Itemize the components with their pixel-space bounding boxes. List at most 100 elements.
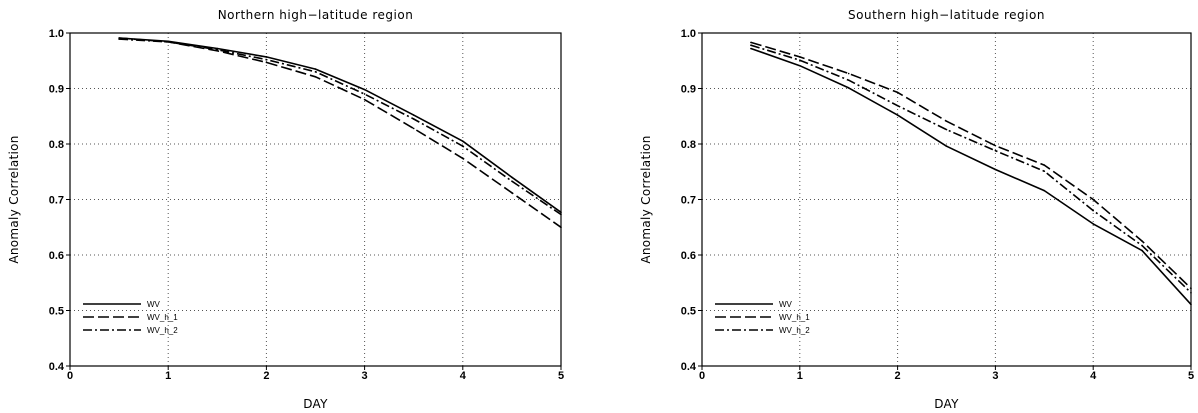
data-point <box>896 104 899 107</box>
data-point <box>560 226 562 229</box>
legend-label: WV_h_2 <box>147 326 178 335</box>
data-point <box>412 118 415 120</box>
data-point <box>412 114 415 116</box>
data-point <box>314 71 317 73</box>
y-axis-label: Anomaly Correlation <box>7 135 21 263</box>
data-point <box>750 47 752 50</box>
data-point <box>314 68 317 70</box>
y-tick-label: 1.0 <box>49 28 64 40</box>
chart-title: Northern high−latitude region <box>218 8 414 22</box>
data-point <box>412 127 415 130</box>
y-tick-label: 0.5 <box>49 306 64 318</box>
data-point <box>560 213 562 216</box>
data-point <box>560 211 562 214</box>
data-point <box>799 59 801 61</box>
data-point <box>1141 249 1143 252</box>
y-axis-label: Anomaly Correlation <box>639 135 653 263</box>
data-point <box>799 56 801 58</box>
data-point <box>847 87 850 89</box>
data-point <box>511 192 513 194</box>
data-point <box>314 76 317 78</box>
x-tick-label: 0 <box>699 370 705 382</box>
y-tick-label: 0.6 <box>681 250 696 262</box>
data-point <box>118 38 120 40</box>
data-point <box>1190 291 1192 294</box>
y-tick-label: 0.8 <box>681 139 696 151</box>
x-tick-label: 4 <box>460 370 467 382</box>
data-point <box>847 79 850 81</box>
data-point <box>896 91 899 94</box>
data-point <box>945 145 948 148</box>
data-point <box>265 61 268 64</box>
legend-label: WV_h_1 <box>779 313 810 322</box>
data-point <box>1092 223 1094 225</box>
x-tick-label: 5 <box>558 370 564 382</box>
x-tick-label: 2 <box>263 370 269 382</box>
data-point <box>750 44 752 47</box>
data-point <box>1043 164 1046 166</box>
data-point <box>750 41 752 44</box>
y-tick-label: 0.6 <box>49 250 64 262</box>
data-point <box>462 145 464 148</box>
data-point <box>1141 244 1143 247</box>
data-point <box>265 56 268 58</box>
data-point <box>1092 209 1094 212</box>
x-tick-label: 1 <box>165 370 171 382</box>
series-line-wv-h-2 <box>750 44 1192 294</box>
legend-label: WV_h_1 <box>147 313 178 322</box>
y-tick-label: 0.4 <box>49 361 65 373</box>
y-tick-label: 0.5 <box>681 306 696 318</box>
data-point <box>994 149 997 152</box>
data-point <box>363 93 366 95</box>
northern-panel: 0 1 2 3 4 5 0.4 0.5 0.6 0.7 0.8 0.9 1.0 Northern high… <box>7 8 564 411</box>
y-tick-label: 0.9 <box>681 84 696 96</box>
data-point <box>511 180 513 182</box>
data-point <box>945 128 948 131</box>
data-point <box>265 58 268 61</box>
y-tick-label: 0.4 <box>681 361 697 373</box>
series-line-wv <box>750 47 1192 305</box>
x-tick-label: 1 <box>797 370 803 382</box>
x-tick-label: 5 <box>1188 370 1194 382</box>
data-point <box>511 176 513 179</box>
southern-panel: 0 1 2 3 4 5 0.4 0.5 0.6 0.7 0.8 0.9 1.0 Southern high… <box>639 8 1194 411</box>
series-line-wv-h-1 <box>750 41 1192 289</box>
data-point <box>896 114 899 116</box>
data-point <box>167 41 169 43</box>
x-tick-label: 3 <box>992 370 998 382</box>
series-line-wv-h-2 <box>119 38 562 216</box>
x-tick-label: 3 <box>362 370 368 382</box>
legend-label: WV_h_2 <box>779 326 810 335</box>
data-point <box>799 64 801 67</box>
y-tick-label: 1.0 <box>681 28 696 40</box>
data-point <box>1190 303 1192 306</box>
y-tick-label: 0.7 <box>681 195 696 207</box>
data-point <box>216 48 219 51</box>
data-point <box>1092 198 1094 201</box>
legend-label: WV <box>147 300 161 309</box>
series-line-wv-h-1 <box>119 37 562 228</box>
x-axis-label: DAY <box>303 397 328 411</box>
data-point <box>1190 287 1192 290</box>
data-point <box>1141 240 1143 242</box>
data-point <box>994 144 997 147</box>
data-point <box>363 88 366 91</box>
data-point <box>363 98 366 101</box>
data-point <box>1043 170 1046 172</box>
data-point <box>462 140 464 143</box>
x-axis-label: DAY <box>934 397 959 411</box>
data-point <box>462 157 464 160</box>
x-tick-label: 0 <box>67 370 73 382</box>
data-point <box>1043 189 1046 192</box>
legend-label: WV <box>779 300 793 309</box>
series-line-wv <box>119 37 562 213</box>
data-point <box>945 120 948 123</box>
x-tick-label: 2 <box>895 370 901 382</box>
x-tick-label: 4 <box>1090 370 1097 382</box>
data-point <box>847 72 850 75</box>
plot-frame <box>69 32 562 367</box>
y-tick-label: 0.9 <box>49 84 64 96</box>
chart-title: Southern high−latitude region <box>848 8 1045 22</box>
y-tick-label: 0.8 <box>49 139 64 151</box>
